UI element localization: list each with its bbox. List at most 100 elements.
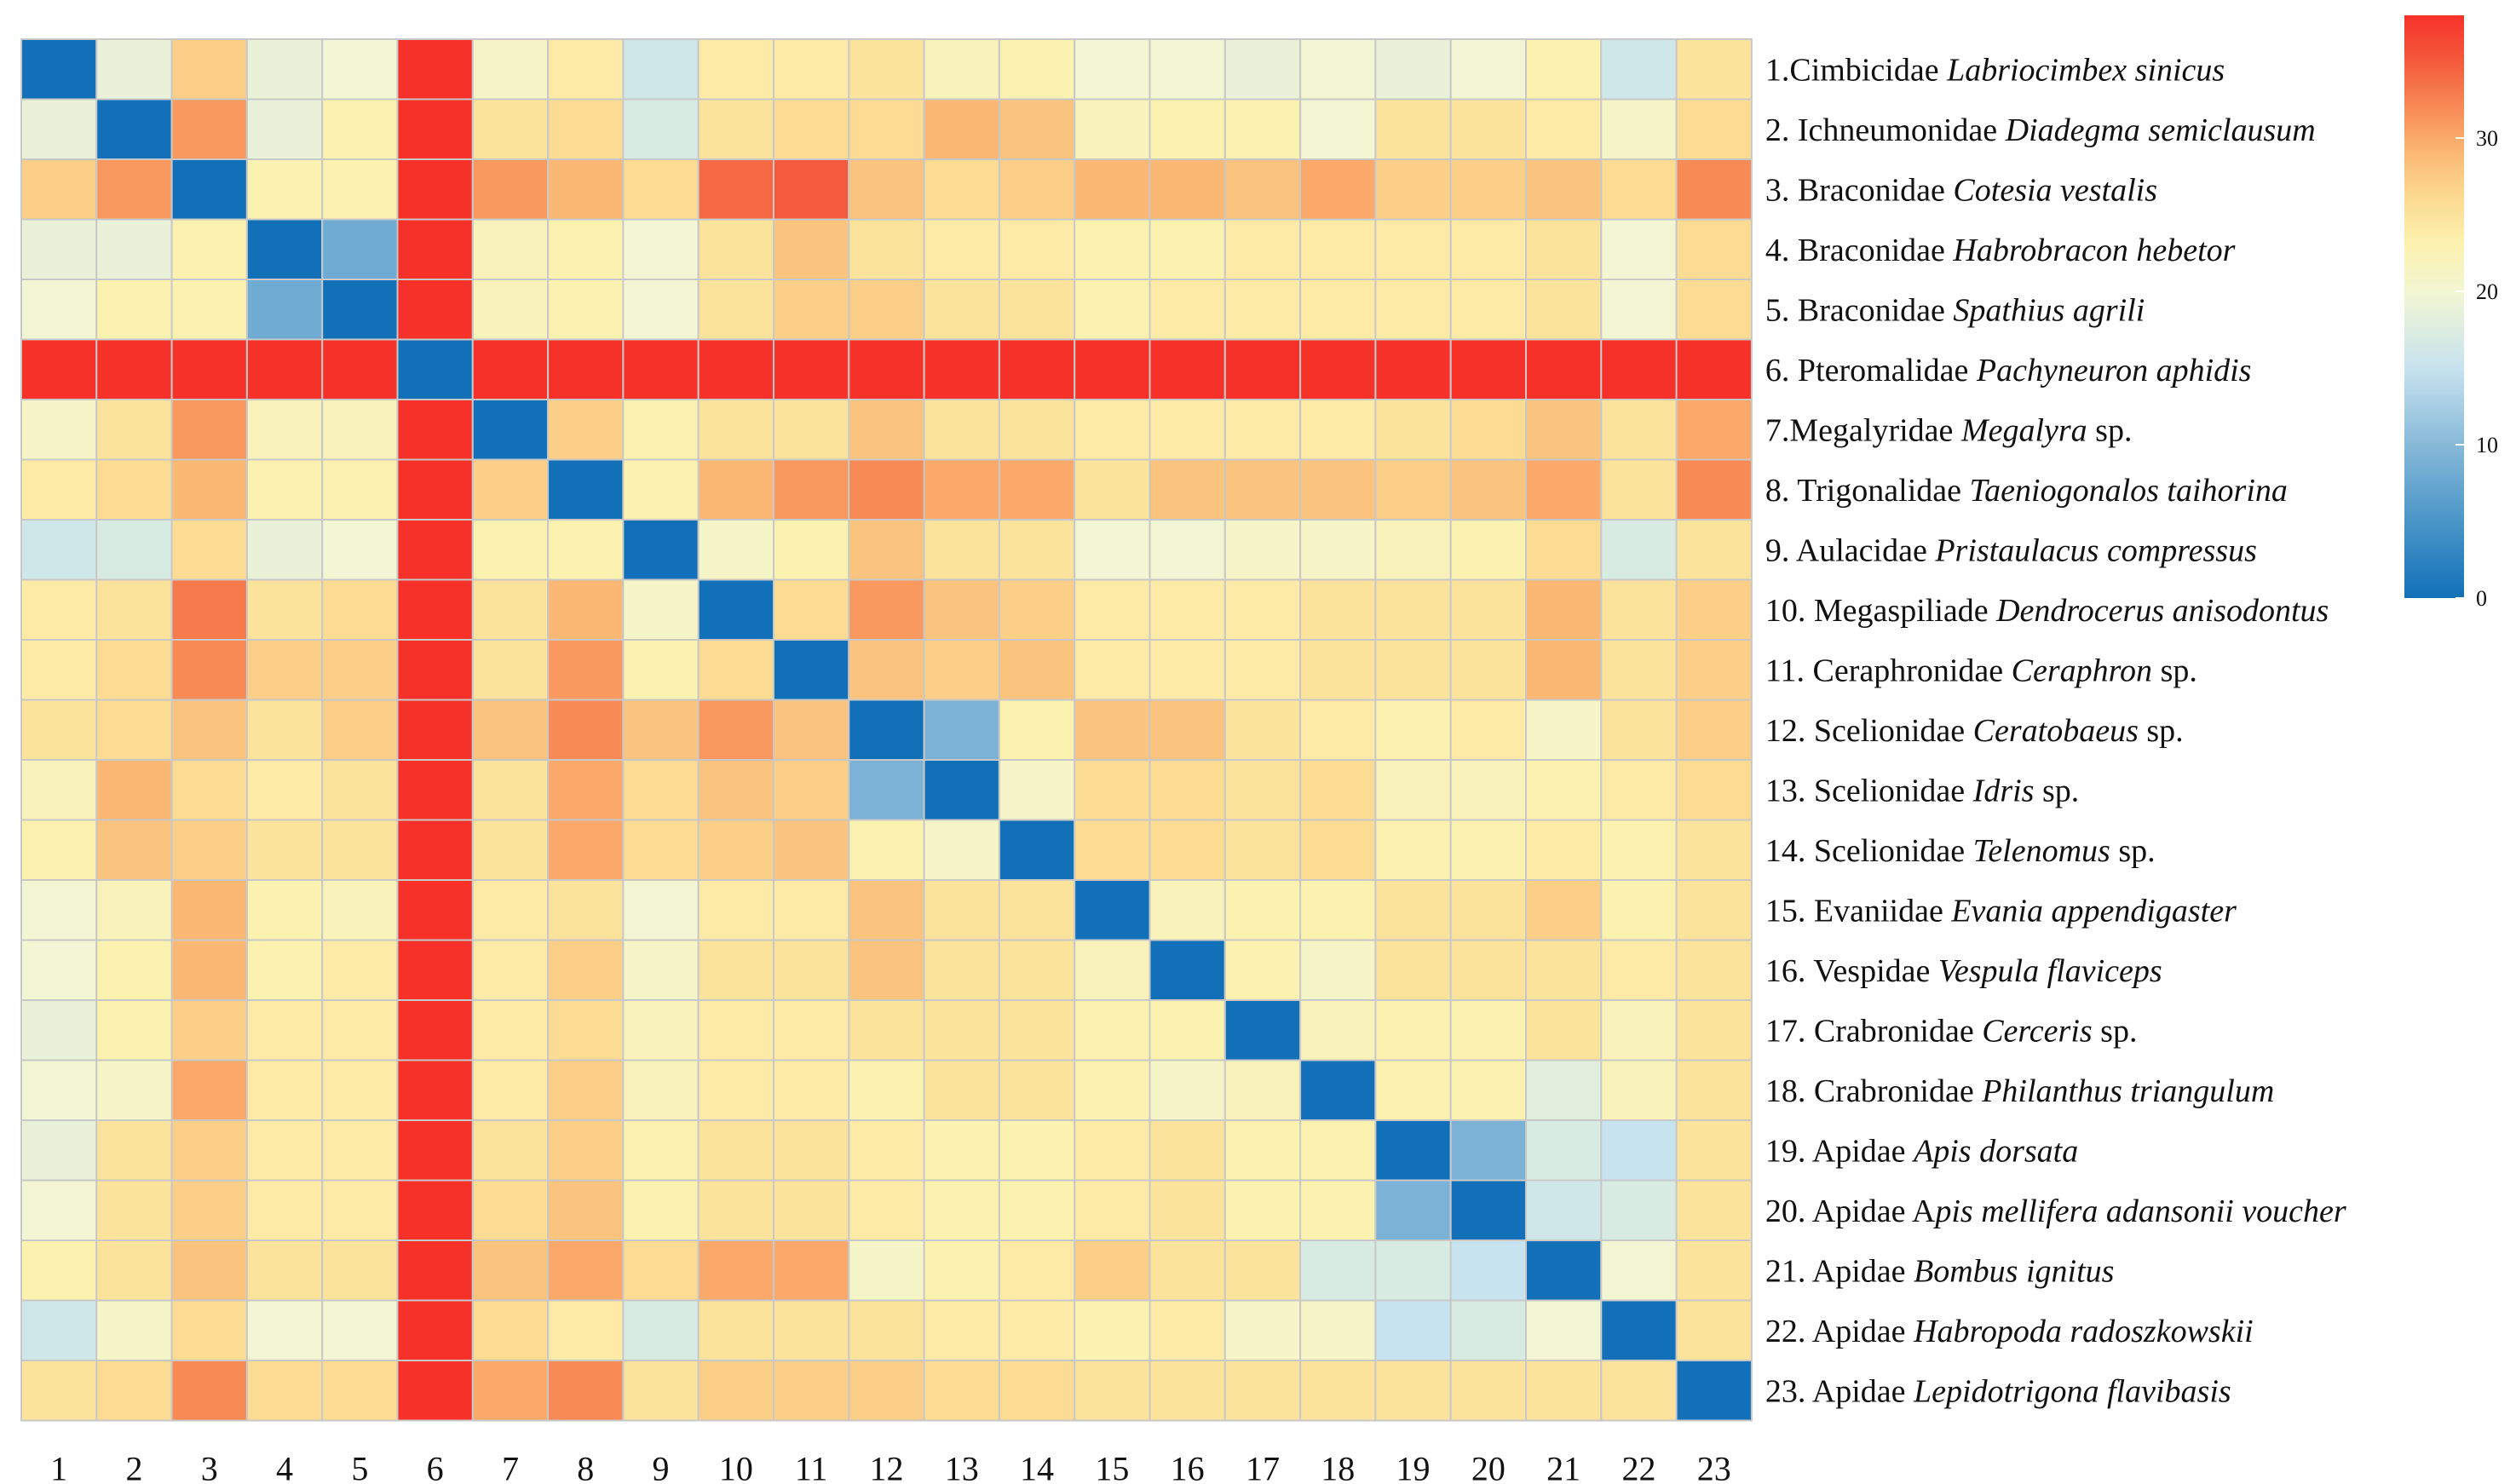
heatmap-cell	[396, 1299, 474, 1361]
heatmap-cell	[1374, 279, 1452, 341]
heatmap-cell	[1675, 639, 1753, 701]
heatmap-cell	[1223, 1240, 1302, 1302]
heatmap-cell	[547, 38, 625, 101]
heatmap-cell	[998, 999, 1076, 1061]
heatmap-cell	[998, 1360, 1076, 1422]
row-label-text: 14. Scelionidae	[1765, 833, 1973, 869]
heatmap-cell	[773, 819, 850, 881]
heatmap-cell	[245, 819, 324, 881]
heatmap-cell	[1675, 1119, 1753, 1182]
heatmap-cell	[1449, 218, 1527, 280]
heatmap-cell	[1223, 399, 1302, 461]
x-tick-label: 7	[502, 1450, 519, 1484]
heatmap-cell	[1449, 279, 1527, 341]
heatmap-cell	[1223, 38, 1302, 101]
heatmap-cell	[396, 279, 474, 341]
heatmap-cell	[245, 399, 324, 461]
heatmap-cell	[1600, 399, 1678, 461]
heatmap-cell	[547, 1059, 625, 1121]
heatmap-cell	[1449, 999, 1527, 1061]
x-tick-label: 1	[50, 1450, 67, 1484]
heatmap-cell	[321, 1179, 399, 1241]
heatmap-cell	[95, 819, 173, 881]
row-label-species: Cotesia vestalis	[1953, 172, 2157, 208]
heatmap-cell	[923, 338, 1000, 400]
heatmap-cell	[1074, 639, 1151, 701]
heatmap-cell	[95, 999, 173, 1061]
heatmap-cell	[998, 1299, 1076, 1361]
heatmap-cell	[1074, 218, 1151, 280]
heatmap-cell	[1525, 458, 1603, 521]
heatmap-cell	[1223, 218, 1302, 280]
heatmap-cell	[1449, 1240, 1527, 1302]
heatmap-cell	[998, 639, 1076, 701]
heatmap-cell	[848, 158, 925, 221]
heatmap-cell	[697, 999, 775, 1061]
heatmap-cell	[245, 999, 324, 1061]
heatmap-cell	[95, 218, 173, 280]
x-tick-label: 2	[125, 1450, 142, 1484]
heatmap-cell	[923, 1240, 1000, 1302]
heatmap-cell	[773, 1299, 850, 1361]
heatmap-cell	[848, 1059, 925, 1121]
heatmap-cell	[1600, 158, 1678, 221]
heatmap-cell	[622, 519, 700, 581]
heatmap-cell	[321, 519, 399, 581]
heatmap-cell	[1149, 819, 1226, 881]
heatmap-cell	[622, 578, 700, 641]
heatmap-cell	[1299, 1179, 1377, 1241]
heatmap-cell	[697, 1059, 775, 1121]
heatmap-cell	[396, 999, 474, 1061]
heatmap-cell	[95, 639, 173, 701]
row-labels: 1.Cimbicidae Labriocimbex sinicus 2. Ichn…	[1765, 52, 2346, 1409]
row-label-species: Megalyra	[1960, 412, 2087, 448]
heatmap-cell	[1600, 699, 1678, 761]
heatmap-cell	[1449, 1299, 1527, 1361]
heatmap-cell	[1299, 819, 1377, 881]
heatmap-cell	[95, 699, 173, 761]
heatmap-cell	[1525, 578, 1603, 641]
heatmap-cell	[1525, 98, 1603, 160]
heatmap-cell	[1374, 1299, 1452, 1361]
heatmap-cell	[547, 98, 625, 160]
heatmap-cell	[622, 158, 700, 221]
heatmap-cell	[773, 699, 850, 761]
heatmap-cell	[1675, 98, 1753, 160]
heatmap-cell	[1149, 519, 1226, 581]
heatmap-cell	[1149, 1240, 1226, 1302]
heatmap-cell	[1525, 1299, 1603, 1361]
heatmap-cell	[1525, 158, 1603, 221]
row-label-text: 20. Apidae A	[1765, 1194, 1936, 1229]
heatmap-cell	[998, 699, 1076, 761]
heatmap-cell	[923, 1119, 1000, 1182]
heatmap-cell	[396, 699, 474, 761]
heatmap-cell	[1600, 1240, 1678, 1302]
heatmap-cell	[396, 38, 474, 101]
heatmap-cell	[1299, 999, 1377, 1061]
heatmap-cell	[1675, 338, 1753, 400]
heatmap-cell	[1149, 1299, 1226, 1361]
colorbar-tick-label: 0	[2476, 586, 2487, 611]
heatmap-cell	[471, 1059, 550, 1121]
heatmap-cell	[1449, 1179, 1527, 1241]
heatmap-cell	[245, 38, 324, 101]
heatmap-cell	[471, 338, 550, 400]
heatmap-cell	[471, 399, 550, 461]
heatmap-cell	[1525, 38, 1603, 101]
heatmap-cell	[1299, 218, 1377, 280]
row-label: 20. Apidae Apis mellifera adansonii vouc…	[1765, 1194, 2346, 1229]
x-tick-label: 20	[1471, 1450, 1506, 1484]
heatmap-cell	[1299, 639, 1377, 701]
heatmap-cell	[321, 1059, 399, 1121]
row-label: 10. Megaspiliade Dendrocerus anisodontus	[1765, 593, 2329, 629]
heatmap-cell	[245, 1059, 324, 1121]
heatmap-cell	[622, 279, 700, 341]
heatmap-cell	[245, 639, 324, 701]
heatmap-cell	[1149, 639, 1226, 701]
heatmap-cell	[1675, 399, 1753, 461]
heatmap-cell	[170, 999, 248, 1061]
heatmap-cell	[1149, 399, 1226, 461]
heatmap-cell	[1449, 458, 1527, 521]
heatmap-cell	[1600, 879, 1678, 941]
